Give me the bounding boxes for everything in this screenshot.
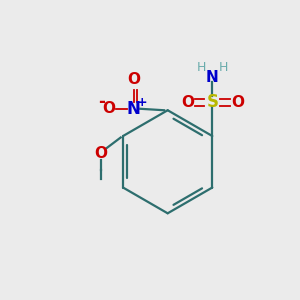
Text: O: O [102,101,115,116]
Text: S: S [206,93,218,111]
Text: N: N [206,70,219,85]
Text: H: H [219,61,228,74]
Text: O: O [127,72,140,87]
Text: O: O [94,146,107,161]
Text: O: O [231,95,244,110]
Text: O: O [181,95,194,110]
Text: N: N [127,100,141,118]
Text: H: H [196,61,206,74]
Text: -: - [98,93,105,111]
Text: +: + [136,96,147,109]
